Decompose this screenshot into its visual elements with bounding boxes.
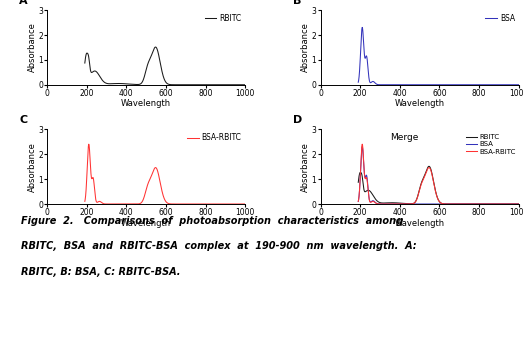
Y-axis label: Absorbance: Absorbance xyxy=(301,22,310,72)
RBITC xyxy=(423,168,430,172)
Legend: BSA: BSA xyxy=(485,14,515,23)
Legend: RBITC, BSA, BSA-RBITC: RBITC, BSA, BSA-RBITC xyxy=(466,134,515,154)
BSA xyxy=(359,144,365,149)
BSA-RBITC xyxy=(374,202,380,206)
BSA xyxy=(417,202,423,206)
X-axis label: Wavelength: Wavelength xyxy=(121,219,171,227)
Y-axis label: Absorbance: Absorbance xyxy=(28,142,37,192)
Y-axis label: Absorbance: Absorbance xyxy=(28,22,37,72)
BSA-RBITC xyxy=(424,169,430,173)
Text: RBITC,  BSA  and  RBITC-BSA  complex  at  190-900  nm  wavelength.  A:: RBITC, BSA and RBITC-BSA complex at 190-… xyxy=(21,241,417,251)
RBITC xyxy=(383,201,389,205)
BSA xyxy=(374,201,380,205)
X-axis label: Wavelength: Wavelength xyxy=(121,99,171,108)
RBITC xyxy=(417,186,423,190)
BSA xyxy=(495,202,501,206)
RBITC xyxy=(355,180,362,184)
RBITC xyxy=(516,202,522,206)
BSA xyxy=(355,200,362,204)
RBITC xyxy=(512,202,519,206)
BSA xyxy=(512,202,519,206)
BSA xyxy=(424,202,430,206)
Line: RBITC: RBITC xyxy=(358,166,519,204)
RBITC xyxy=(374,198,380,202)
Text: C: C xyxy=(19,116,28,125)
BSA-RBITC xyxy=(383,202,389,206)
Text: B: B xyxy=(293,0,301,6)
Line: BSA-RBITC: BSA-RBITC xyxy=(358,144,519,204)
Text: RBITC, B: BSA, C: RBITC-BSA.: RBITC, B: BSA, C: RBITC-BSA. xyxy=(21,267,180,277)
Text: Figure  2.   Comparisons  of  photoabsorption  characteristics  among: Figure 2. Comparisons of photoabsorption… xyxy=(21,216,403,226)
BSA-RBITC xyxy=(516,202,522,206)
BSA-RBITC xyxy=(417,187,423,191)
X-axis label: Wavelength: Wavelength xyxy=(395,99,445,108)
Y-axis label: Absorbance: Absorbance xyxy=(301,142,310,192)
BSA xyxy=(516,202,522,206)
Legend: BSA-RBITC: BSA-RBITC xyxy=(187,133,242,142)
RBITC xyxy=(426,164,432,168)
Text: Merge: Merge xyxy=(390,133,418,142)
Text: A: A xyxy=(19,0,28,6)
BSA-RBITC xyxy=(495,202,501,206)
Line: BSA: BSA xyxy=(358,147,519,204)
BSA-RBITC xyxy=(355,199,362,203)
Legend: RBITC: RBITC xyxy=(205,14,242,23)
RBITC xyxy=(495,202,501,206)
BSA xyxy=(383,202,389,206)
BSA-RBITC xyxy=(512,202,519,206)
BSA-RBITC xyxy=(359,142,365,146)
BSA xyxy=(446,202,453,206)
Text: D: D xyxy=(293,116,302,125)
X-axis label: Wavelength: Wavelength xyxy=(395,219,445,227)
